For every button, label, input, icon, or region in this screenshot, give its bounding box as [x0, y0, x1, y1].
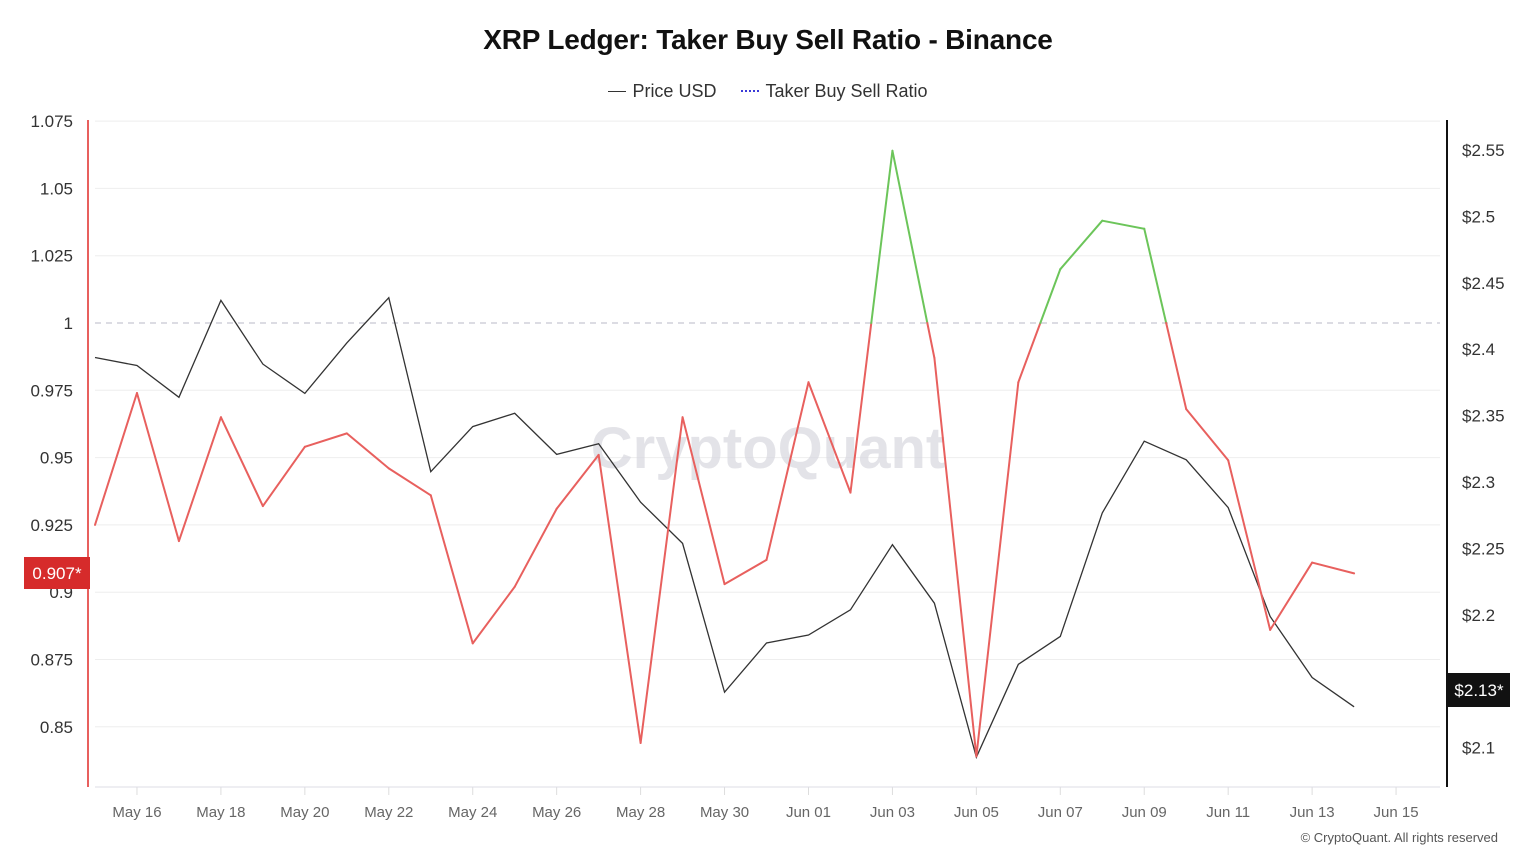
left-tick-label: 1.05	[40, 179, 73, 198]
x-tick-label: Jun 13	[1290, 804, 1335, 821]
ratio-current-value: 0.907*	[32, 564, 82, 583]
left-axis-ticks: 1.0751.051.02510.9750.950.9250.90.8750.8…	[30, 112, 73, 737]
right-tick-label: $2.2	[1462, 606, 1495, 625]
x-tick-label: May 16	[112, 804, 161, 821]
x-tick-label: May 22	[364, 804, 413, 821]
price-current-value: $2.13*	[1454, 681, 1504, 700]
x-tick-label: Jun 07	[1038, 804, 1083, 821]
right-tick-label: $2.5	[1462, 207, 1495, 226]
x-tick-label: May 20	[280, 804, 329, 821]
left-tick-label: 0.925	[30, 516, 73, 535]
right-tick-label: $2.45	[1462, 274, 1505, 293]
ratio-line-swatch-icon	[741, 90, 760, 92]
x-tick-label: May 18	[196, 804, 245, 821]
x-axis-ticks: May 16 May 18 May 20 May 22 May 24 May 26 May …	[112, 787, 1419, 821]
price-line-swatch-icon	[608, 91, 627, 92]
legend-label-price: Price USD	[632, 81, 717, 101]
price-current-badge: $2.13*	[1448, 673, 1510, 707]
watermark: CryptoQuant	[591, 416, 945, 481]
left-tick-label: 0.85	[40, 718, 73, 737]
chart-title: XRP Ledger: Taker Buy Sell Ratio - Binan…	[483, 24, 1053, 55]
left-tick-label: 0.975	[30, 381, 73, 400]
gridlines	[95, 120, 1440, 728]
legend: Price USD Taker Buy Sell Ratio	[0, 76, 1536, 102]
ratio-current-badge: 0.907*	[24, 557, 90, 589]
copyright-notice: © CryptoQuant. All rights reserved	[1300, 830, 1498, 845]
x-tick-label: Jun 05	[954, 804, 999, 821]
x-tick-label: Jun 01	[786, 804, 831, 821]
price-usd-line[interactable]	[94, 296, 1355, 760]
right-tick-label: $2.55	[1462, 141, 1505, 160]
legend-item-ratio[interactable]: Taker Buy Sell Ratio	[741, 80, 928, 102]
right-tick-label: $2.1	[1462, 739, 1495, 758]
left-tick-label: 1	[64, 314, 73, 333]
right-tick-label: $2.35	[1462, 407, 1505, 426]
x-tick-label: May 26	[532, 804, 581, 821]
left-tick-label: 0.875	[30, 651, 73, 670]
left-tick-label: 0.95	[40, 449, 73, 468]
left-tick-label: 1.025	[30, 247, 73, 266]
right-tick-label: $2.4	[1462, 340, 1495, 359]
right-tick-label: $2.25	[1462, 539, 1505, 558]
legend-item-price[interactable]: Price USD	[608, 81, 716, 102]
right-tick-label: $2.3	[1462, 473, 1495, 492]
x-tick-label: May 24	[448, 804, 497, 821]
x-tick-label: Jun 15	[1374, 804, 1419, 821]
legend-label-ratio: Taker Buy Sell Ratio	[765, 80, 928, 101]
left-tick-label: 1.075	[30, 112, 73, 131]
x-tick-label: May 30	[700, 804, 749, 821]
x-tick-label: Jun 03	[870, 804, 915, 821]
right-axis-ticks: $2.55 $2.5 $2.45 $2.4 $2.35 $2.3 $2.25 $2.2 $2.1…	[1462, 141, 1505, 758]
taker-buy-sell-ratio-line[interactable]	[94, 149, 1356, 758]
x-tick-label: Jun 09	[1122, 804, 1167, 821]
x-tick-label: Jun 11	[1206, 804, 1250, 821]
x-tick-label: May 28	[616, 804, 665, 821]
